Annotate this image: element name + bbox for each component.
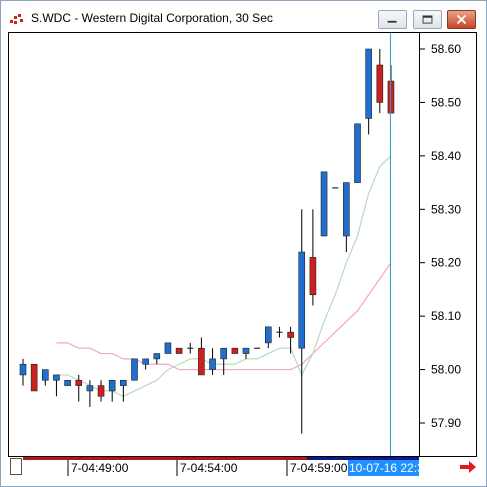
candle-body	[131, 358, 138, 381]
candle-body	[343, 182, 350, 237]
y-tick-label: 58.30	[431, 202, 461, 216]
candle-body	[376, 64, 384, 103]
chart-scroll-handle[interactable]	[10, 458, 22, 475]
candle-body	[298, 251, 306, 349]
minimize-icon	[387, 20, 397, 23]
candle-body	[53, 374, 60, 381]
candle-body	[264, 326, 272, 344]
candle-body	[64, 379, 71, 386]
cursor-time-highlight	[348, 460, 419, 476]
maximize-icon	[422, 15, 433, 24]
candle-body	[142, 358, 149, 365]
candle-body	[209, 358, 216, 370]
cursor-time-label: 10-07-16 22:34:00	[349, 461, 447, 475]
y-tick-label: 58.20	[431, 256, 461, 270]
candle-body	[365, 48, 372, 119]
y-tick-label: 58.40	[431, 149, 461, 163]
y-tick-label: 58.60	[431, 42, 461, 56]
candle-body	[153, 353, 161, 360]
y-tick-label: 58.10	[431, 309, 461, 323]
candle-body	[19, 363, 27, 376]
candle-body	[120, 379, 127, 386]
candle-body	[231, 347, 239, 354]
candle-body	[287, 331, 294, 338]
candle-body	[108, 379, 116, 392]
y-tick-label: 57.90	[431, 416, 461, 430]
close-button[interactable]	[447, 10, 476, 29]
candle-body	[86, 385, 94, 392]
y-tick-label: 58.50	[431, 95, 461, 109]
title-bar[interactable]: S.WDC - Western Digital Corporation, 30 …	[1, 1, 486, 33]
y-tick-label: 58.00	[431, 363, 461, 377]
candle-body	[198, 347, 205, 376]
x-tick-label: 7-04:49:00	[71, 461, 129, 475]
close-icon	[456, 14, 467, 25]
candle-body	[220, 347, 227, 360]
x-tick-label: 7-04:54:00	[180, 461, 238, 475]
candle-body	[41, 369, 49, 381]
maximize-button[interactable]	[413, 10, 442, 29]
candle-body	[30, 363, 38, 392]
candle-body	[242, 347, 250, 354]
candle-body	[309, 257, 317, 296]
candle-body	[320, 171, 328, 237]
minimize-button[interactable]	[378, 10, 407, 29]
window-title: S.WDC - Western Digital Corporation, 30 …	[31, 11, 273, 25]
app-chart-icon	[10, 14, 23, 24]
scroll-right-arrow-icon[interactable]	[458, 459, 478, 475]
candle-body	[75, 379, 83, 386]
time-range-bar-red	[23, 457, 307, 460]
chart-area[interactable]	[8, 32, 477, 457]
candle-body	[164, 342, 172, 354]
candle-body	[175, 347, 183, 354]
candle-body	[354, 123, 361, 183]
candle-body	[97, 385, 105, 397]
time-range-bar-blue	[307, 457, 419, 460]
x-tick-label: 7-04:59:00	[290, 461, 348, 475]
